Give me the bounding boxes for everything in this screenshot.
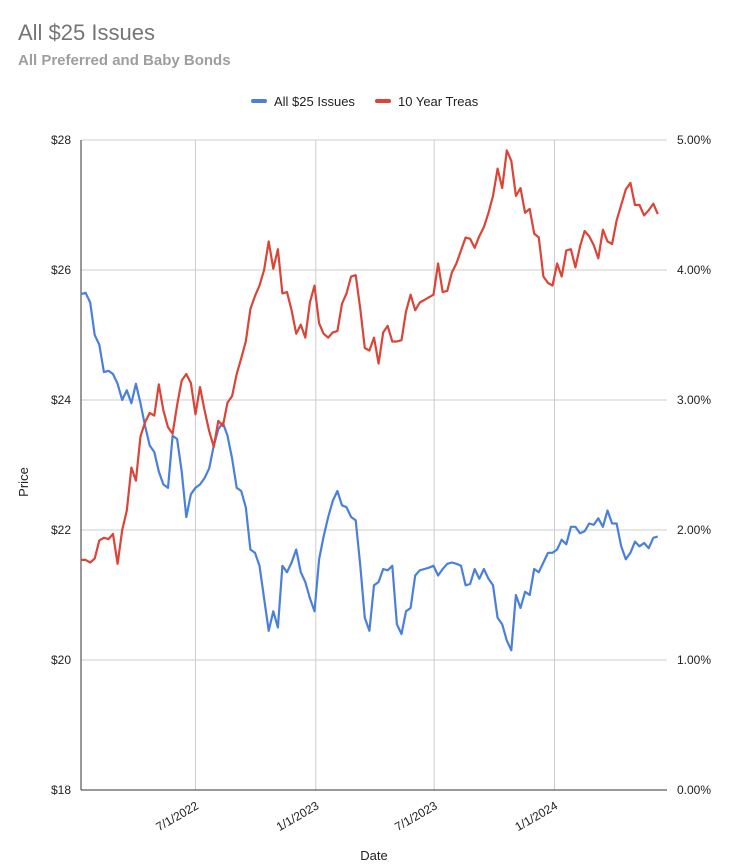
x-axis-title: Date [360, 848, 387, 863]
series-line-10-year-treas [81, 149, 659, 565]
series-lines [80, 149, 659, 652]
y-left-tick-label: $26 [51, 263, 71, 277]
x-tick-label: 7/1/2023 [392, 798, 440, 834]
legend-label: 10 Year Treas [398, 94, 479, 109]
x-tick-label: 7/1/2022 [153, 798, 201, 834]
axes [80, 140, 667, 791]
x-tick-label: 1/1/2023 [274, 798, 322, 834]
chart-title: All $25 Issues [18, 20, 155, 45]
legend-label: All $25 Issues [274, 94, 355, 109]
y-left-tick-label: $20 [51, 653, 71, 667]
x-tick-label: 1/1/2024 [513, 798, 561, 834]
y-axis-title: Price [16, 467, 31, 497]
y-left-tick-label: $28 [51, 133, 71, 147]
series-line-all-25-issues [80, 291, 659, 652]
legend-item[interactable]: 10 Year Treas [375, 94, 479, 109]
y-right-tick-label: 4.00% [677, 263, 711, 277]
y-left-tick-label: $22 [51, 523, 71, 537]
axis-labels: $18 $20 $22 $24 $26 $28 0.00% 1.00% 2.00% 3.00% 4.… [16, 133, 711, 863]
y-left-tick-label: $18 [51, 783, 71, 797]
y-left-tick-label: $24 [51, 393, 71, 407]
y-right-tick-label: 2.00% [677, 523, 711, 537]
y-right-tick-label: 3.00% [677, 393, 711, 407]
y-right-tick-label: 0.00% [677, 783, 711, 797]
legend-item[interactable]: All $25 Issues [251, 94, 355, 109]
y-right-tick-label: 5.00% [677, 133, 711, 147]
y-right-tick-label: 1.00% [677, 653, 711, 667]
chart-subtitle: All Preferred and Baby Bonds [18, 52, 231, 69]
grid-lines [81, 139, 667, 790]
legend[interactable]: All $25 Issues 10 Year Treas [251, 94, 479, 109]
